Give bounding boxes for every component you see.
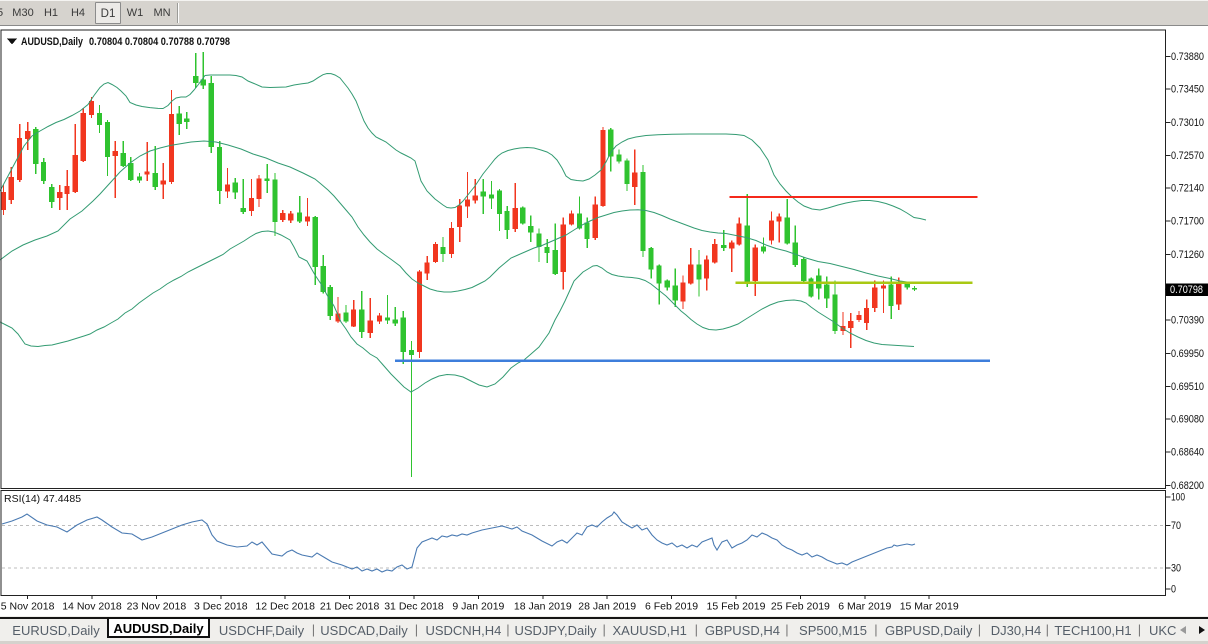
svg-text:0.71700: 0.71700 bbox=[1171, 216, 1204, 228]
svg-text:0.69510: 0.69510 bbox=[1171, 381, 1204, 393]
svg-text:0.69950: 0.69950 bbox=[1171, 348, 1204, 360]
svg-text:0.70390: 0.70390 bbox=[1171, 315, 1204, 327]
svg-text:12 Dec 2018: 12 Dec 2018 bbox=[255, 601, 315, 613]
svg-text:31 Dec 2018: 31 Dec 2018 bbox=[384, 601, 444, 613]
svg-text:RSI(14) 47.4485: RSI(14) 47.4485 bbox=[4, 493, 81, 505]
svg-text:15 Mar 2019: 15 Mar 2019 bbox=[900, 601, 959, 613]
svg-text:15 Feb 2019: 15 Feb 2019 bbox=[707, 601, 766, 613]
svg-text:0: 0 bbox=[1171, 584, 1176, 596]
svg-text:18 Jan 2019: 18 Jan 2019 bbox=[514, 601, 572, 613]
svg-text:0.71260: 0.71260 bbox=[1171, 249, 1204, 261]
svg-text:28 Jan 2019: 28 Jan 2019 bbox=[578, 601, 636, 613]
svg-text:AUDUSD,Daily: AUDUSD,Daily bbox=[21, 36, 84, 48]
svg-text:5 Nov 2018: 5 Nov 2018 bbox=[1, 601, 55, 613]
svg-text:70: 70 bbox=[1171, 520, 1181, 532]
svg-text:9 Jan 2019: 9 Jan 2019 bbox=[452, 601, 504, 613]
svg-text:0.68200: 0.68200 bbox=[1171, 480, 1204, 492]
svg-text:100: 100 bbox=[1171, 492, 1185, 504]
svg-text:0.73450: 0.73450 bbox=[1171, 84, 1204, 96]
svg-text:0.72570: 0.72570 bbox=[1171, 150, 1204, 162]
svg-text:3 Dec 2018: 3 Dec 2018 bbox=[194, 601, 248, 613]
svg-text:6 Feb 2019: 6 Feb 2019 bbox=[645, 601, 698, 613]
svg-text:30: 30 bbox=[1171, 563, 1181, 575]
svg-text:0.68640: 0.68640 bbox=[1171, 447, 1204, 459]
svg-text:14 Nov 2018: 14 Nov 2018 bbox=[62, 601, 122, 613]
svg-text:0.70804 0.70804 0.70788 0.7079: 0.70804 0.70804 0.70788 0.70798 bbox=[89, 36, 230, 48]
svg-text:25 Feb 2019: 25 Feb 2019 bbox=[771, 601, 830, 613]
svg-text:0.73010: 0.73010 bbox=[1171, 117, 1204, 129]
svg-text:23 Nov 2018: 23 Nov 2018 bbox=[127, 601, 187, 613]
svg-text:0.70798: 0.70798 bbox=[1170, 284, 1203, 296]
svg-text:0.72140: 0.72140 bbox=[1171, 183, 1204, 195]
svg-text:21 Dec 2018: 21 Dec 2018 bbox=[320, 601, 380, 613]
svg-text:0.73880: 0.73880 bbox=[1171, 51, 1204, 63]
svg-text:0.69080: 0.69080 bbox=[1171, 414, 1204, 426]
svg-text:6 Mar 2019: 6 Mar 2019 bbox=[838, 601, 891, 613]
